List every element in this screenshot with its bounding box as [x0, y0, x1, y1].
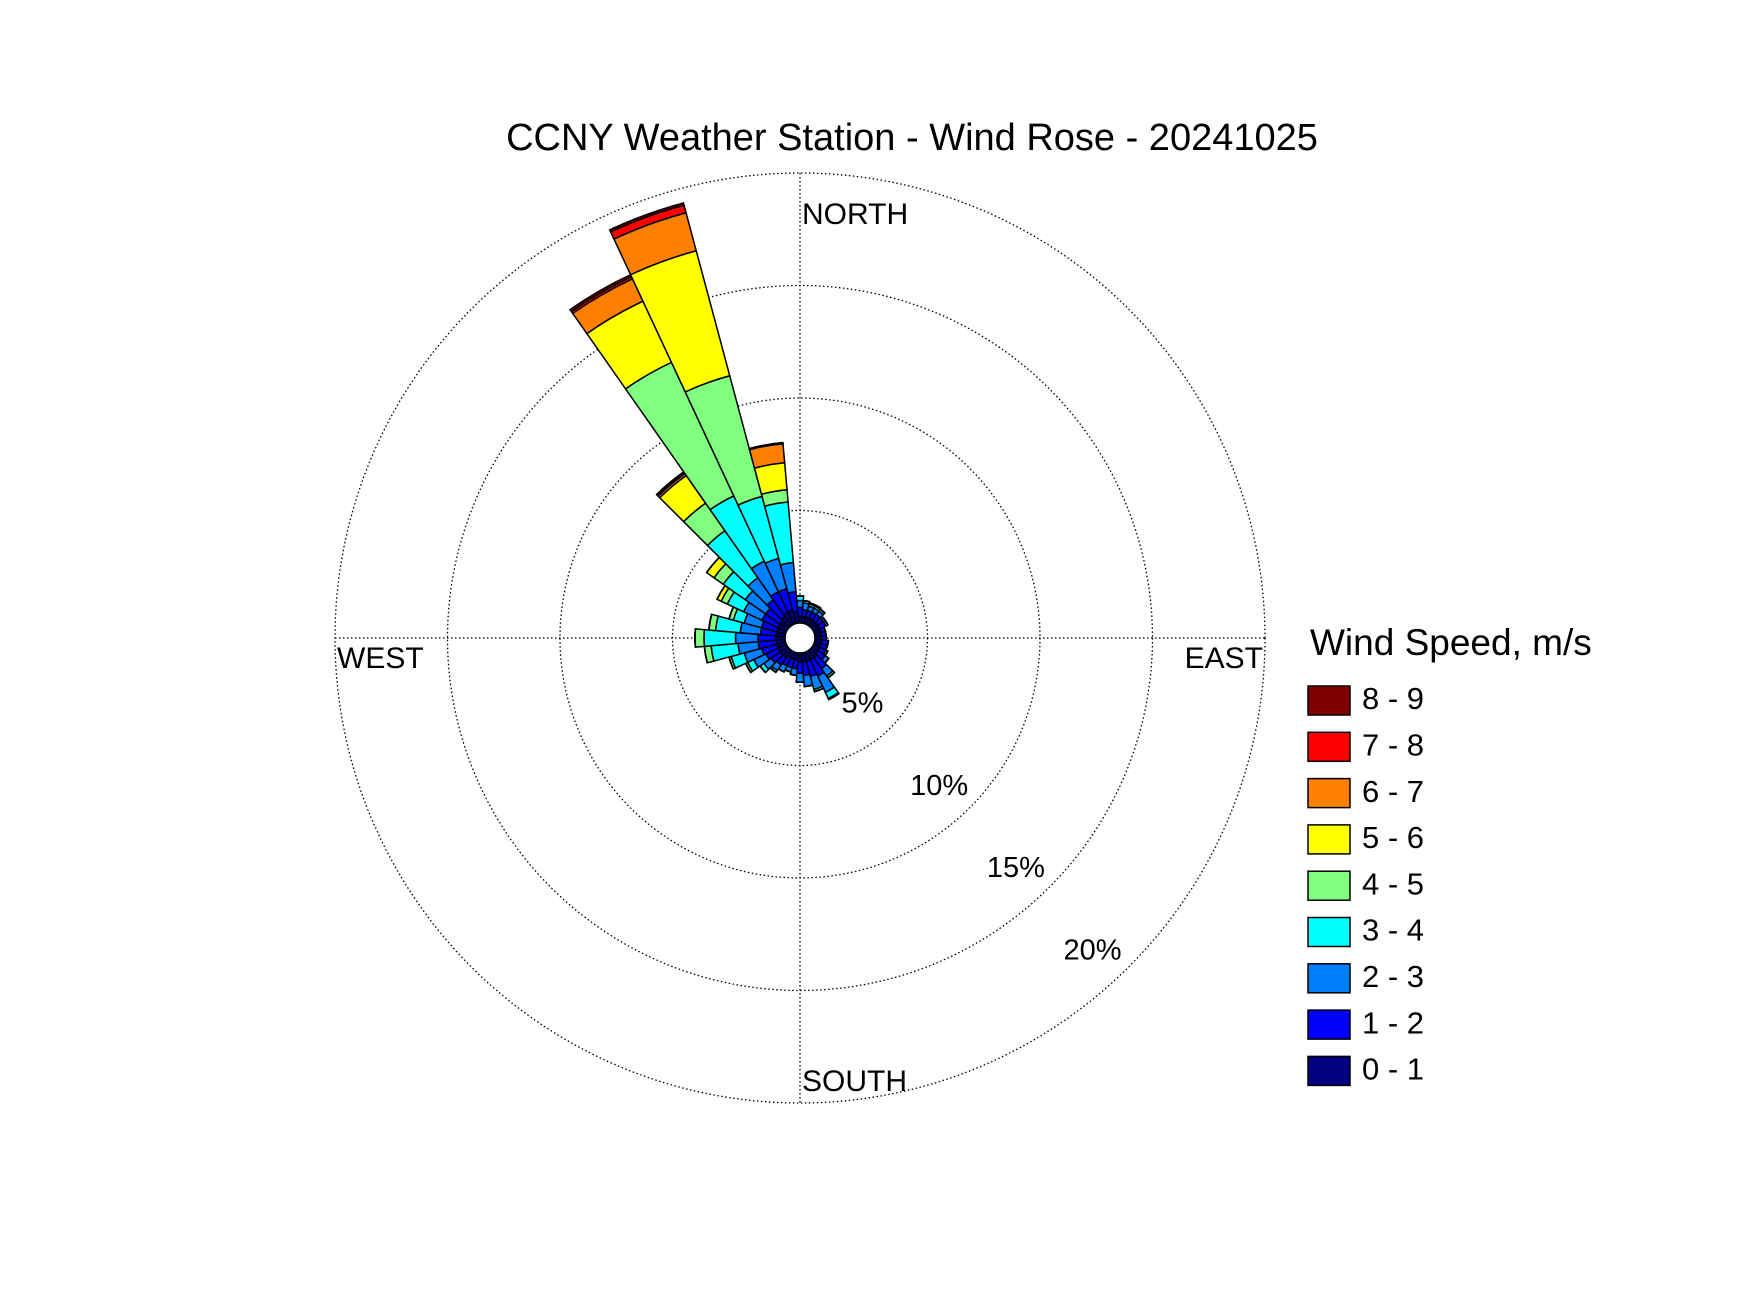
legend-label: 5 - 6 [1362, 820, 1424, 855]
legend-swatch [1307, 1055, 1351, 1087]
legend-swatch [1307, 916, 1351, 948]
compass-label: SOUTH [802, 1065, 907, 1098]
grid-ring [446, 284, 1154, 992]
legend-swatch [1307, 685, 1351, 716]
legend-title: Wind Speed, m/s [1310, 622, 1592, 663]
wedge [815, 604, 822, 609]
legend-label: 8 - 9 [1362, 681, 1424, 716]
wedge [608, 202, 685, 233]
legend-label: 0 - 1 [1362, 1052, 1424, 1087]
wedges [569, 202, 840, 701]
wedge [804, 684, 813, 688]
legend-swatch [1307, 1009, 1351, 1040]
wedge [819, 608, 826, 614]
r-tick-label: 20% [1064, 934, 1122, 966]
legend-swatch [1307, 824, 1351, 855]
grid-ring [334, 172, 1266, 1104]
wedge [694, 628, 706, 648]
labels: 5% 10% 15% 20% NORTH SOUTH WEST EAST [337, 198, 1263, 1098]
compass-label: WEST [337, 642, 424, 675]
r-tick-label: 15% [987, 852, 1045, 884]
chart-title: CCNY Weather Station - Wind Rose - 20241… [506, 117, 1318, 159]
legend-label: 2 - 3 [1362, 959, 1424, 994]
grid-ring [559, 397, 1041, 879]
legend-label: 6 - 7 [1362, 774, 1424, 809]
center-hole [784, 622, 816, 654]
legend-label: 7 - 8 [1362, 727, 1424, 762]
legend-label: 3 - 4 [1362, 913, 1424, 948]
legend-label: 1 - 2 [1362, 1005, 1424, 1040]
r-tick-label: 10% [910, 770, 968, 802]
grid-ring [671, 509, 929, 767]
r-tick-label: 5% [841, 688, 883, 720]
legend-swatch [1307, 870, 1351, 901]
legend-swatch [1307, 731, 1351, 763]
legend-swatch [1307, 963, 1351, 994]
legend-label: 4 - 5 [1362, 866, 1424, 901]
legend-swatch [1307, 777, 1351, 809]
compass-label: EAST [1185, 642, 1263, 675]
compass-label: NORTH [802, 198, 908, 231]
legend: Wind Speed, m/s 0 - 1 1 - 2 2 - 3 3 - 4 4 - … [1307, 622, 1592, 1087]
